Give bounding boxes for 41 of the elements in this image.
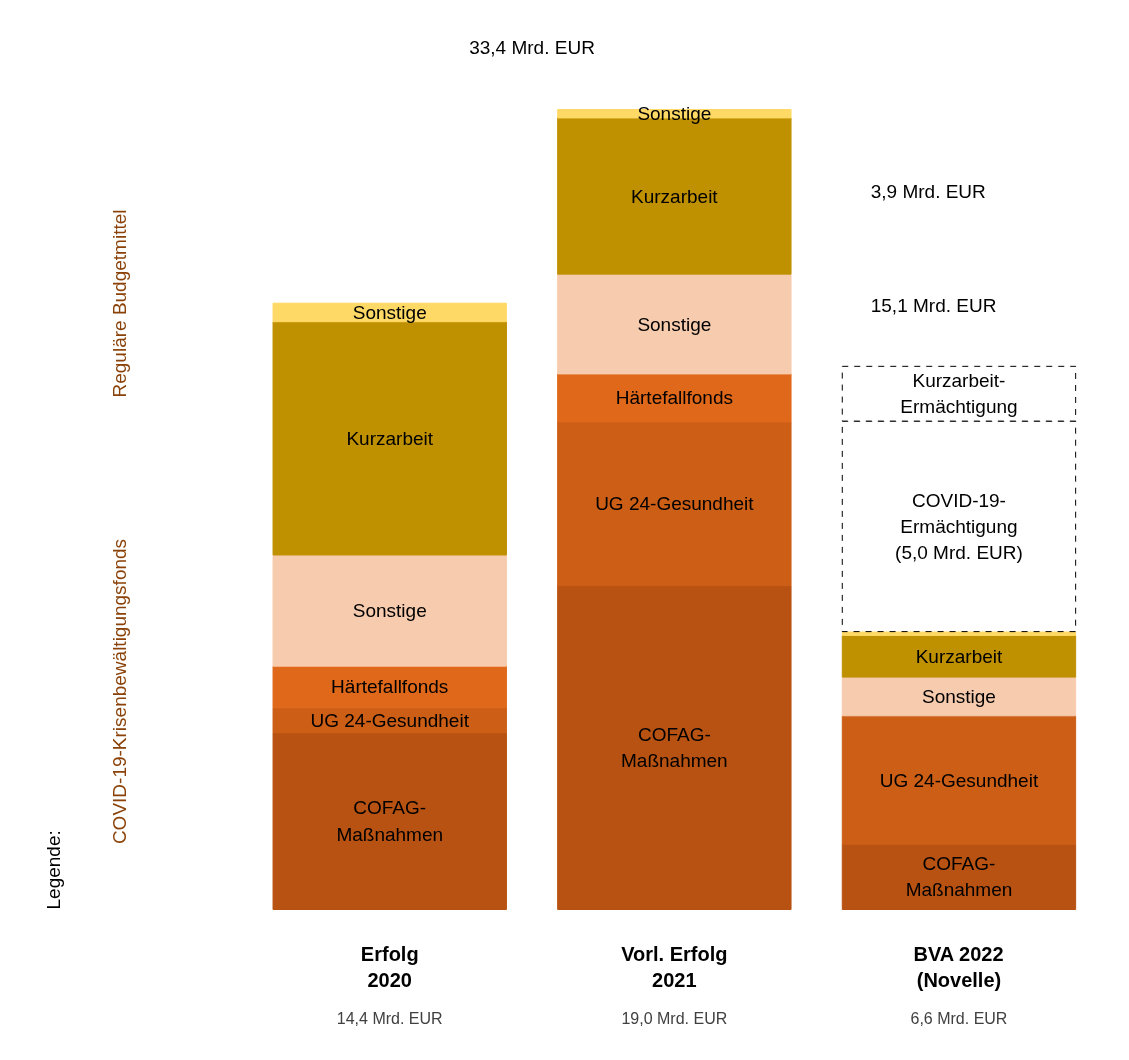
- annotation: 15,1 Mrd. EUR: [870, 294, 997, 316]
- x-tick-label: Vorl. Erfolg 2021: [621, 942, 728, 991]
- data-label: COVID-19- Ermächtigung (5,0 Mrd. EUR): [895, 489, 1023, 564]
- data-label: Härtefallfonds: [331, 676, 449, 698]
- data-label: Sonstige: [352, 600, 427, 622]
- bar: [841, 715, 1077, 845]
- data-label: UG 24-Gesundheit: [310, 709, 470, 731]
- bar: [557, 421, 792, 587]
- bar: [557, 273, 792, 375]
- text: 19,0 Mrd. EUR: [621, 1010, 728, 1028]
- data-label: COFAG- Maßnahmen: [621, 723, 728, 772]
- data-label: UG 24-Gesundheit: [595, 493, 755, 515]
- x-tick-label: Erfolg 2020: [360, 942, 419, 991]
- data-label: Sonstige: [352, 301, 427, 323]
- data-label: Härtefallfonds: [615, 387, 733, 409]
- bar: [841, 634, 1077, 678]
- data-label: Sonstige: [921, 685, 996, 707]
- data-label: Kurzarbeit: [631, 185, 719, 207]
- data-label: Kurzarbeit: [915, 645, 1003, 667]
- bar: [841, 676, 1077, 717]
- x-tick-label: BVA 2022 (Novelle): [913, 942, 1004, 991]
- legend-title: Legende:: [43, 830, 65, 910]
- data-label: COFAG- Maßnahmen: [336, 797, 444, 845]
- text: 6,6 Mrd. EUR: [910, 1010, 1008, 1028]
- bar: [557, 373, 792, 423]
- bar: [272, 554, 507, 667]
- data-label: COFAG- Maßnahmen: [905, 853, 1013, 901]
- bar: [272, 321, 507, 556]
- data-label: Sonstige: [637, 103, 712, 125]
- text: COVID-19-Krisenbewältigungsfonds: [108, 538, 130, 845]
- bar: [272, 732, 507, 910]
- text: 33,4 Mrd. EUR: [469, 36, 595, 58]
- text: 14,4 Mrd. EUR: [336, 1010, 443, 1028]
- text: Reguläre Budgetmittel: [108, 209, 130, 398]
- bar: [841, 843, 1077, 910]
- data-label: Kurzarbeit- Ermächtigung: [900, 370, 1018, 418]
- bar: [557, 585, 792, 910]
- data-label: UG 24-Gesundheit: [879, 769, 1039, 791]
- data-label: Sonstige: [637, 313, 712, 335]
- data-label: Kurzarbeit: [346, 427, 434, 449]
- annotation: 3,9 Mrd. EUR: [870, 181, 986, 203]
